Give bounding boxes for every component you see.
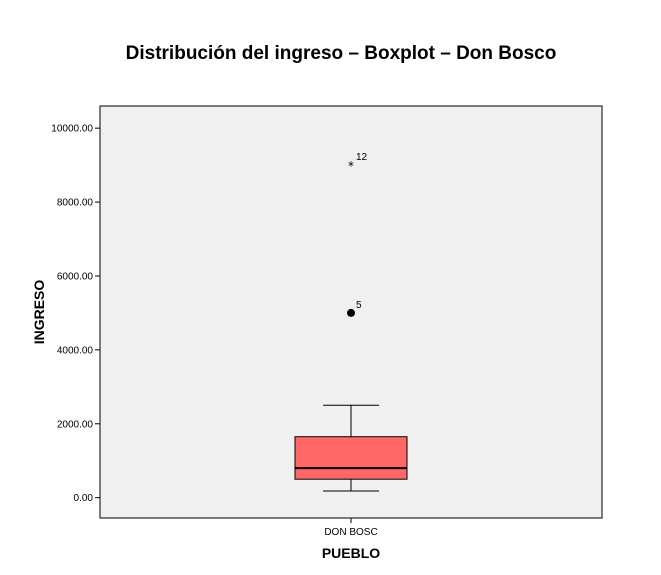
outlier-label: 12	[356, 152, 368, 163]
y-tick-label: 0.00	[74, 493, 94, 504]
boxes: 5 *12	[294, 152, 408, 492]
extreme-outlier-point: *	[348, 159, 354, 173]
chart-title: Distribución del ingreso – Boxplot – Don…	[126, 43, 557, 64]
box-iqr	[294, 436, 408, 480]
y-tick-label: 6000.00	[57, 271, 94, 282]
y-tick-label: 2000.00	[57, 419, 94, 430]
x-tick-label: DON BOSC	[324, 527, 377, 538]
x-axis-label: PUEBLO	[322, 545, 380, 561]
y-tick-label: 10000.00	[51, 124, 93, 135]
outlier-label: 5	[356, 300, 362, 311]
y-axis-label: INGRESO	[31, 280, 47, 345]
y-axis: 0.00 2000.00 4000.00 6000.00 8000.00 10000.00	[51, 124, 100, 504]
box-group: 5 *12	[294, 152, 408, 492]
outlier-point	[347, 308, 355, 317]
x-axis: DON BOSC	[324, 518, 378, 538]
y-tick-label: 4000.00	[57, 345, 94, 356]
y-tick-label: 8000.00	[57, 198, 94, 209]
